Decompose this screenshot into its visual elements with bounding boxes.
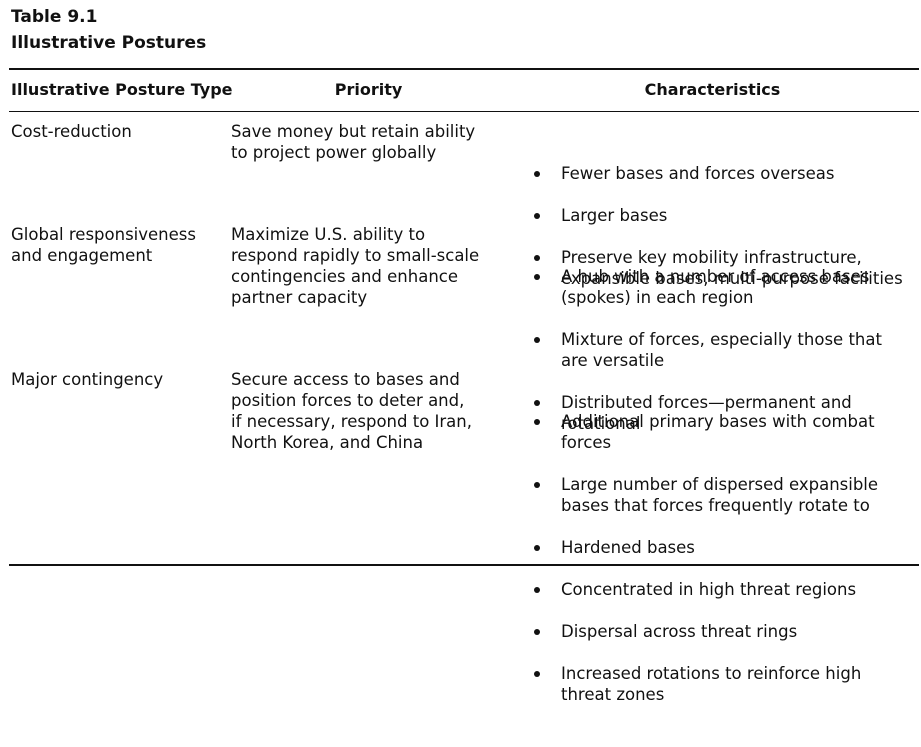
characteristic-item: Distributed forces—permanent and rotatio… xyxy=(531,392,921,434)
table-number: Table 9.1 xyxy=(11,7,98,27)
characteristic-item: A hub with a number of access bases (spo… xyxy=(531,266,921,308)
priority-cell: Secure access to bases and position forc… xyxy=(231,370,472,452)
characteristic-item: Additional primary bases with combat for… xyxy=(531,411,921,453)
table-bottom-rule xyxy=(9,564,919,566)
characteristics-list: A hub with a number of access bases (spo… xyxy=(531,245,921,455)
header-posture-type: Illustrative Posture Type xyxy=(11,80,233,99)
characteristics-list: Fewer bases and forces overseas Larger b… xyxy=(531,142,921,310)
posture-type-cell: Global responsiveness and engagement xyxy=(11,225,196,265)
priority-cell: Maximize U.S. ability to respond rapidly… xyxy=(231,225,480,307)
characteristic-item: Dispersal across threat rings xyxy=(531,621,921,642)
characteristic-item: Larger bases xyxy=(531,205,921,226)
characteristic-item: Mixture of forces, especially those that… xyxy=(531,329,921,371)
document-page: Table 9.1 Illustrative Postures Illustra… xyxy=(9,7,921,704)
header-characteristics: Characteristics xyxy=(644,80,781,99)
table-header-rule xyxy=(9,111,919,112)
header-priority: Priority xyxy=(334,80,403,99)
characteristic-item: Large number of dispersed expansible bas… xyxy=(531,474,921,516)
characteristic-item: Fewer bases and forces overseas xyxy=(531,163,921,184)
characteristics-cell: Fewer bases and forces overseas Larger b… xyxy=(531,121,921,331)
characteristic-item: Increased rotations to reinforce high th… xyxy=(531,663,921,705)
characteristics-cell: A hub with a number of access bases (spo… xyxy=(531,224,921,476)
characteristic-item: Hardened bases xyxy=(531,537,921,558)
characteristic-item: Preserve key mobility infrastructure, ex… xyxy=(531,247,921,289)
characteristics-cell: Additional primary bases with combat for… xyxy=(531,369,921,747)
characteristic-item: Concentrated in high threat regions xyxy=(531,579,921,600)
posture-type-cell: Cost-reduction xyxy=(11,122,132,141)
characteristics-list: Additional primary bases with combat for… xyxy=(531,390,921,726)
posture-type-cell: Major contingency xyxy=(11,370,164,389)
priority-cell: Save money but retain ability to project… xyxy=(231,122,476,162)
table-title: Illustrative Postures xyxy=(11,33,207,53)
table-top-rule xyxy=(9,68,919,70)
